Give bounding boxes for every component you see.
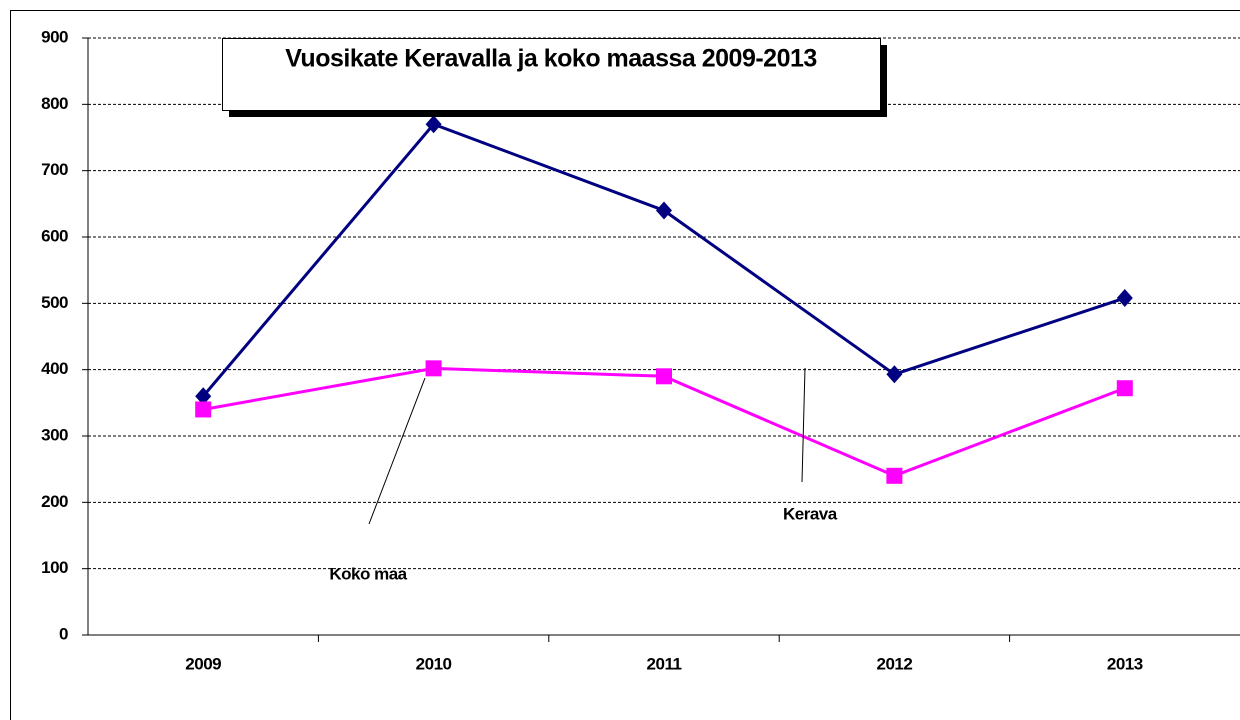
y-tick-label: 0 xyxy=(59,624,68,643)
x-tick-label: 2010 xyxy=(416,654,452,673)
diamond-marker xyxy=(195,387,212,406)
plot-area: 0 100 200 300 400 500 600 700 800 900 2009 2010 2011… xyxy=(41,27,1240,673)
diamond-marker xyxy=(656,201,672,220)
title-box xyxy=(222,38,881,111)
square-marker xyxy=(886,467,903,484)
square-marker xyxy=(195,401,212,418)
diamond-marker xyxy=(1116,289,1133,308)
leader-line xyxy=(368,377,426,525)
series-label: Kerava xyxy=(783,504,838,523)
y-tick-label: 100 xyxy=(41,558,68,577)
x-tick-label: 2009 xyxy=(185,654,221,673)
leader-line xyxy=(801,367,806,483)
diamond-marker xyxy=(425,115,442,134)
chart-frame xyxy=(10,10,1240,720)
y-tick-label: 700 xyxy=(41,160,68,179)
y-tick-label: 900 xyxy=(41,27,68,46)
x-tick-label: 2013 xyxy=(1107,654,1143,673)
square-marker xyxy=(656,368,672,385)
y-tick-label: 300 xyxy=(41,425,68,444)
y-tick-label: 800 xyxy=(41,94,68,113)
square-marker xyxy=(1116,380,1133,397)
square-marker xyxy=(425,360,442,377)
y-tick-label: 600 xyxy=(41,226,68,245)
y-tick-label: 200 xyxy=(41,492,68,511)
y-tick-label: 500 xyxy=(41,293,68,312)
y-tick-label: 400 xyxy=(41,359,68,378)
x-tick-label: 2011 xyxy=(647,654,682,673)
diamond-marker xyxy=(886,365,903,384)
series-label: Koko maa xyxy=(329,564,407,583)
chart-title: Vuosikate Keravalla ja koko maassa 2009-… xyxy=(285,45,817,73)
x-tick-label: 2012 xyxy=(876,654,912,673)
